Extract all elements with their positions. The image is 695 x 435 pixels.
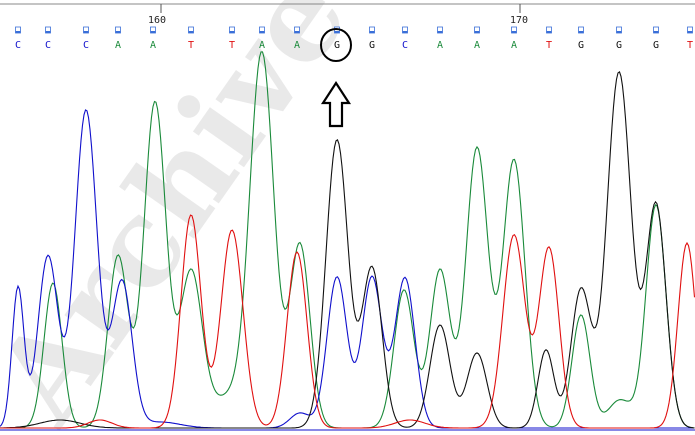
- quality-box-fill: [687, 31, 693, 33]
- base-call: A: [150, 40, 156, 51]
- base-call: G: [616, 40, 622, 51]
- base-call: A: [437, 40, 443, 51]
- base-call: A: [294, 40, 300, 51]
- quality-box-fill: [334, 31, 340, 33]
- trace-layer: [0, 51, 695, 429]
- trace-C: [0, 109, 695, 429]
- base-call: C: [402, 40, 408, 51]
- quality-box-fill: [616, 31, 622, 33]
- highlight-circle: [320, 28, 352, 62]
- quality-box-fill: [369, 31, 375, 33]
- base-call: T: [229, 40, 235, 51]
- base-call: G: [653, 40, 659, 51]
- base-call: T: [546, 40, 552, 51]
- quality-box-fill: [15, 31, 21, 33]
- trace-G: [0, 71, 695, 429]
- quality-box-fill: [115, 31, 121, 33]
- quality-box-fill: [229, 31, 235, 33]
- quality-box-fill: [294, 31, 300, 33]
- quality-box-fill: [546, 31, 552, 33]
- quality-box-fill: [511, 31, 517, 33]
- base-call: C: [45, 40, 51, 51]
- quality-box-fill: [578, 31, 584, 33]
- quality-box-fill: [150, 31, 156, 33]
- ruler-label-170: 170: [510, 15, 528, 26]
- base-call: C: [15, 40, 21, 51]
- quality-box-fill: [653, 31, 659, 33]
- base-call: C: [83, 40, 89, 51]
- ruler-ticks: [160, 4, 521, 13]
- quality-box-fill: [437, 31, 443, 33]
- quality-box-fill: [188, 31, 194, 33]
- ruler-label-160: 160: [148, 15, 166, 26]
- base-call: A: [511, 40, 517, 51]
- trace-T: [0, 214, 695, 429]
- up-outline-arrow-icon: [320, 80, 352, 128]
- base-call: T: [687, 40, 693, 51]
- base-call: A: [115, 40, 121, 51]
- base-call: A: [259, 40, 265, 51]
- base-call: G: [334, 40, 340, 51]
- quality-boxes: [15, 26, 693, 34]
- base-call: T: [188, 40, 194, 51]
- base-call: G: [369, 40, 375, 51]
- base-call: G: [578, 40, 584, 51]
- quality-box-fill: [83, 31, 89, 33]
- quality-box-fill: [45, 31, 51, 33]
- base-call: A: [474, 40, 480, 51]
- quality-box-fill: [259, 31, 265, 33]
- quality-box-fill: [402, 31, 408, 33]
- quality-box-fill: [474, 31, 480, 33]
